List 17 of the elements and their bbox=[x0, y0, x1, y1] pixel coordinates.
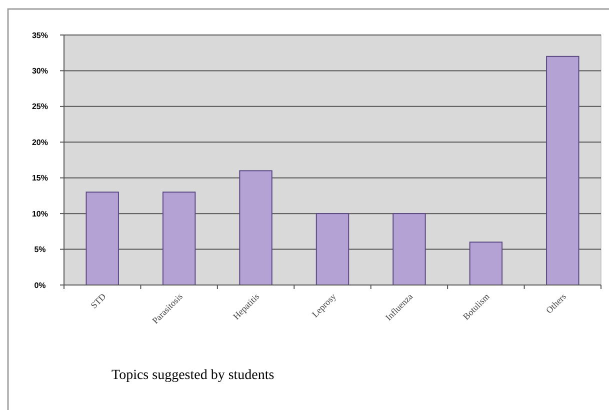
y-tick-label: 0% bbox=[34, 280, 46, 290]
bar bbox=[86, 192, 119, 286]
bar bbox=[239, 170, 272, 286]
y-tick-label: 20% bbox=[32, 138, 48, 147]
bar bbox=[392, 213, 426, 286]
y-tick-label: 5% bbox=[34, 245, 46, 254]
bar bbox=[162, 192, 196, 286]
bar bbox=[546, 56, 580, 286]
y-tick-label: 30% bbox=[32, 66, 48, 76]
x-tick-label: STD bbox=[88, 291, 108, 310]
y-tick-label: 15% bbox=[32, 174, 48, 183]
y-tick-label: 35% bbox=[32, 30, 48, 40]
y-tick-label: 25% bbox=[32, 102, 48, 112]
x-axis-title: Topics suggested by students bbox=[112, 368, 274, 383]
y-tick-label: 10% bbox=[32, 209, 48, 218]
bar bbox=[469, 242, 503, 286]
bar bbox=[316, 213, 350, 286]
